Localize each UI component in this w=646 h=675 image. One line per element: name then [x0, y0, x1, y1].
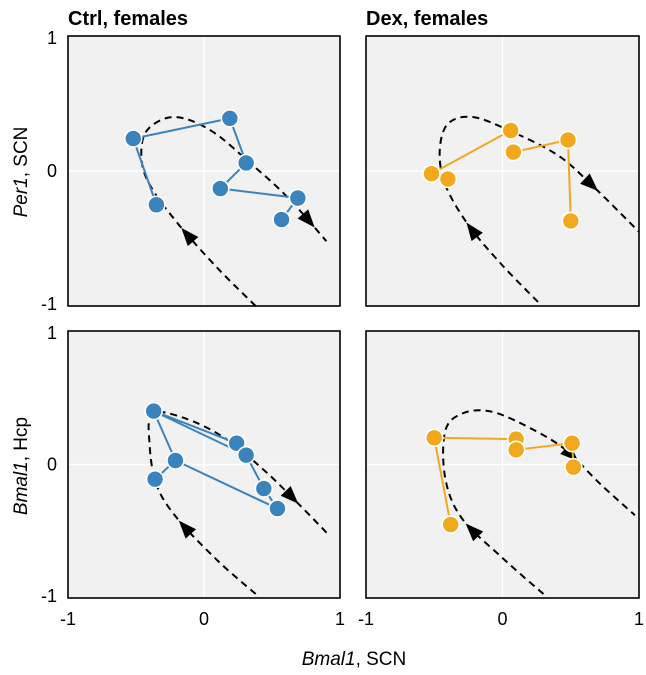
y-tick-label: 1	[47, 323, 57, 343]
ylabel-top: Per1, SCN	[11, 127, 32, 218]
series-line	[153, 410, 238, 445]
data-point	[438, 169, 458, 189]
panel-frame	[67, 330, 341, 599]
series-line	[567, 139, 572, 221]
trajectory-arrow	[580, 173, 599, 191]
panel-frame	[365, 35, 640, 307]
data-point	[561, 211, 581, 231]
y-tick-label: 1	[47, 28, 57, 48]
data-point	[227, 433, 246, 453]
trajectory-arrow	[181, 227, 199, 247]
x-tick-label: -1	[60, 609, 76, 629]
ylabel-bottom-tissue: , Hcp	[11, 417, 32, 461]
data-point	[441, 515, 460, 534]
xlabel-tissue: , SCN	[356, 649, 407, 670]
trajectory-arrow	[466, 222, 483, 242]
ylabel-bottom: Bmal1, Hcp	[11, 417, 32, 515]
trajectory-arrow	[178, 520, 197, 539]
panel-dex-top	[365, 35, 640, 307]
ylabel-top-tissue: , SCN	[11, 127, 32, 178]
data-point	[424, 428, 444, 448]
x-tick-label: 1	[634, 609, 644, 629]
y-tick-label: 0	[47, 161, 57, 181]
data-point	[288, 188, 308, 208]
xlabel-gene: Bmal1	[302, 649, 356, 670]
data-point	[211, 179, 230, 198]
trajectory-arrow	[465, 523, 484, 542]
data-point	[268, 499, 287, 518]
x-tick-label: 1	[335, 609, 345, 629]
series-line	[132, 138, 158, 206]
y-tick-label: -1	[41, 294, 57, 314]
data-point	[236, 445, 256, 465]
panel-ctrl-top: -1 0 1	[41, 28, 341, 314]
ylabel-top-gene: Per1	[11, 177, 32, 217]
panel-frame	[365, 330, 640, 599]
data-point	[422, 164, 441, 183]
series-line	[434, 436, 517, 441]
data-point	[558, 130, 578, 150]
col-title-dex: Dex, females	[366, 8, 488, 30]
series-line	[133, 117, 231, 140]
data-point	[166, 451, 185, 470]
y-tick-label: 0	[47, 455, 57, 475]
series-line	[513, 138, 569, 154]
x-tick-label: -1	[358, 609, 374, 629]
data-point	[562, 433, 582, 453]
data-point	[123, 129, 143, 148]
series-line	[516, 442, 573, 451]
data-point	[145, 469, 165, 489]
data-point	[272, 210, 291, 229]
series-line	[431, 129, 512, 175]
panel-ctrl-bottom: -1 0 1 -1 0 1	[41, 323, 345, 629]
data-point	[506, 440, 526, 460]
data-point	[236, 153, 256, 173]
data-point	[147, 195, 166, 215]
data-point	[564, 457, 583, 477]
series-line	[220, 187, 298, 199]
data-point	[501, 121, 520, 140]
xlabel: Bmal1, SCN	[302, 649, 407, 670]
series-line	[433, 437, 452, 525]
data-point	[504, 142, 523, 162]
series-line	[175, 459, 278, 510]
data-point	[144, 401, 163, 421]
trajectory-arrow	[280, 485, 299, 504]
panel-frame	[67, 35, 341, 307]
panel-dex-bottom: -1 0 1	[358, 330, 644, 629]
x-tick-label: 0	[497, 609, 507, 629]
data-point	[254, 479, 274, 498]
col-title-ctrl: Ctrl, females	[68, 8, 188, 30]
panels: -1 0 1 -1 0 1 -1 0 1 -1 0 1	[41, 28, 644, 629]
ylabel-bottom-gene: Bmal1	[11, 461, 32, 515]
trajectory-arrow	[297, 209, 315, 228]
y-tick-label: -1	[41, 586, 57, 606]
x-tick-label: 0	[199, 609, 209, 629]
data-point	[220, 109, 240, 128]
